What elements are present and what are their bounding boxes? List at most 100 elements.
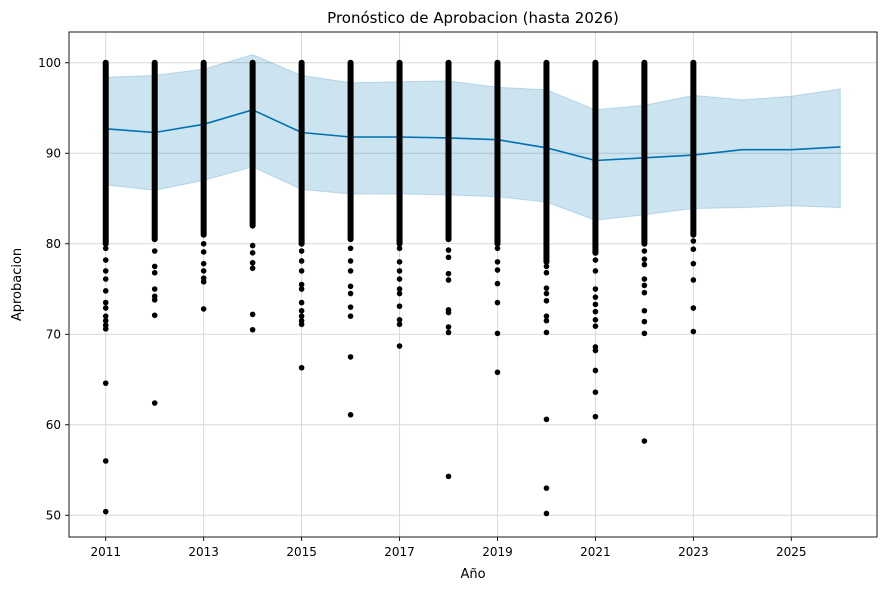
observed-point [641, 307, 648, 314]
observed-dense-range [494, 59, 501, 247]
y-tick-label: 50 [46, 508, 61, 522]
observed-point [151, 286, 158, 292]
observed-point [592, 301, 599, 308]
observed-point [543, 485, 550, 491]
observed-point [592, 389, 599, 395]
observed-point [102, 257, 109, 263]
observed-point [151, 400, 158, 406]
forecast-line-group [105, 108, 841, 162]
observed-point [494, 245, 501, 252]
forecast-line [105, 108, 841, 162]
plot-frame [68, 31, 878, 538]
observed-point [396, 286, 403, 292]
observed-point [347, 412, 354, 418]
observed-point [102, 268, 109, 274]
observed-point [445, 473, 452, 480]
observed-dense-range [445, 59, 452, 243]
observed-point [592, 268, 599, 274]
observed-point [200, 260, 207, 267]
observed-point [102, 317, 109, 324]
observed-point [249, 265, 256, 272]
x-tick-label: 2011 [90, 545, 121, 559]
observed-point [102, 458, 109, 464]
observed-point [347, 258, 354, 264]
observed-point [298, 364, 305, 371]
observed-point [347, 290, 354, 297]
observed-point [494, 280, 501, 287]
axis-ticks: 2011 2013 2015 2017 2019 2021 2023 2025 50 60 70 80… [38, 56, 806, 559]
observed-point [690, 277, 697, 283]
observed-point [102, 326, 109, 332]
observed-point [200, 278, 207, 285]
observed-dense-range [690, 59, 697, 238]
x-tick-label: 2013 [188, 545, 219, 559]
observed-point [690, 238, 697, 244]
observed-point [347, 354, 354, 360]
observed-point [151, 312, 158, 319]
x-tick-label: 2021 [580, 545, 611, 559]
y-axis-title: Aprobacion [10, 248, 25, 321]
y-tick-label: 80 [46, 237, 61, 251]
observed-point [641, 256, 648, 262]
observed-point [690, 328, 697, 335]
observed-dense-range [396, 59, 403, 247]
x-tick-label: 2017 [384, 545, 415, 559]
x-tick-label: 2023 [678, 545, 709, 559]
observed-dense-range [592, 59, 599, 256]
observed-point [298, 248, 305, 254]
observed-point [347, 313, 354, 319]
observed-point [543, 285, 550, 291]
observed-point [396, 276, 403, 282]
observed-point [200, 240, 207, 247]
observed-point [445, 277, 452, 283]
observed-point [592, 323, 599, 329]
observed-point [445, 247, 452, 253]
observed-point [298, 286, 305, 292]
observed-point [592, 316, 599, 323]
chart-title: Pronóstico de Aprobacion (hasta 2026) [327, 9, 619, 27]
observed-point [249, 259, 256, 266]
observed-point [690, 246, 697, 253]
observed-point [102, 288, 109, 294]
uncertainty-band [105, 54, 841, 221]
observed-dense-range [102, 59, 109, 247]
observed-point [543, 313, 550, 319]
observed-point [543, 317, 550, 324]
observed-point [396, 268, 403, 274]
observed-point [102, 313, 109, 319]
observed-point [298, 268, 305, 274]
observed-point [592, 257, 599, 263]
observed-point [543, 263, 550, 270]
observed-point [592, 294, 599, 300]
observed-point [200, 249, 207, 255]
observed-point [249, 311, 256, 318]
observed-point [298, 299, 305, 306]
observed-point [641, 289, 648, 296]
observed-point [298, 313, 305, 319]
observed-point [249, 250, 256, 256]
uncertainty-band-group [105, 54, 841, 221]
observed-point [102, 508, 109, 515]
observed-point [396, 321, 403, 328]
y-tick-label: 100 [38, 56, 61, 70]
x-tick-label: 2025 [776, 545, 807, 559]
observed-point [396, 343, 403, 349]
observed-point [445, 329, 452, 336]
observed-point [102, 299, 109, 306]
observed-point [298, 321, 305, 328]
observed-point [592, 286, 599, 292]
observed-point [445, 254, 452, 261]
observed-point [543, 416, 550, 423]
observed-point [298, 281, 305, 288]
y-tick-label: 70 [46, 327, 61, 341]
observed-point [592, 413, 599, 420]
observed-point [200, 268, 207, 274]
observed-point [298, 307, 305, 314]
observed-point [543, 297, 550, 304]
observed-point [641, 318, 648, 325]
observed-point [445, 324, 452, 330]
observed-point [200, 306, 207, 312]
observed-point [690, 260, 697, 267]
observed-point [347, 304, 354, 310]
observed-point [249, 326, 256, 333]
